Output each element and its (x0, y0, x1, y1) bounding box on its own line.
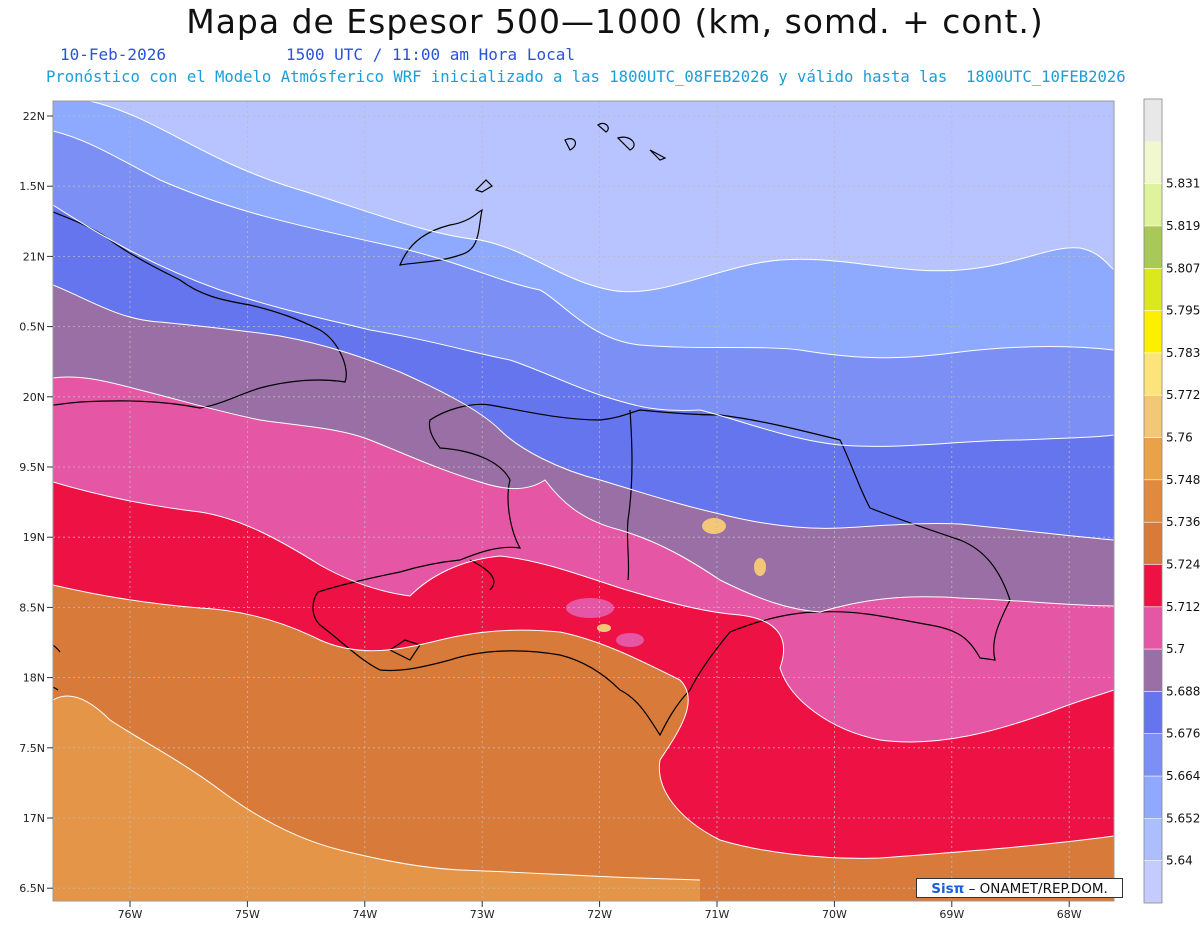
lat-tick-label: 9.5N (19, 461, 45, 474)
lat-tick-label: 22N (23, 110, 45, 123)
colorbar-swatch (1144, 268, 1162, 311)
latitude-axis: 22N 1.5N 21N 0.5N 20N 9.5N 19N 8.5N 18N 7.5N 17N 6.… (19, 110, 53, 895)
lat-tick-label: 8.5N (19, 601, 45, 614)
colorbar-swatch (1144, 564, 1162, 607)
colorbar-label: 5.712 (1166, 600, 1200, 614)
lat-tick-label: 19N (23, 531, 45, 544)
colorbar-label: 5.664 (1166, 769, 1200, 783)
thickness-band-5724 (53, 585, 1114, 901)
colorbar-swatch (1144, 606, 1162, 650)
colorbar-swatch (1144, 99, 1162, 142)
colorbar-swatch (1144, 818, 1162, 861)
lon-tick-label: 73W (470, 908, 495, 921)
colorbar-swatch (1144, 437, 1162, 480)
lon-tick-label: 75W (235, 908, 260, 921)
lat-tick-label: 17N (23, 812, 45, 825)
colorbar-swatch (1144, 141, 1162, 184)
longitude-axis: 76W 75W 74W 73W 72W 71W 70W 69W 68W (118, 901, 1082, 921)
colorbar-label: 5.76 (1166, 431, 1193, 445)
colorbar-label: 5.652 (1166, 811, 1200, 825)
colorbar-label: 5.783 (1166, 346, 1200, 360)
colorbar-label: 5.7 (1166, 642, 1185, 656)
colorbar-label: 5.819 (1166, 219, 1200, 233)
pink-spot (616, 633, 644, 647)
warm-spot (754, 558, 766, 576)
lon-tick-label: 72W (587, 908, 612, 921)
colorbar-swatch (1144, 183, 1162, 226)
lat-tick-label: 20N (23, 391, 45, 404)
lat-tick-label: 18N (23, 672, 45, 685)
map-plot-area (53, 101, 1114, 901)
map-title: Mapa de Espesor 500—1000 (km, somd. + co… (186, 2, 1044, 41)
credit-box: Sisπ – ONAMET/REP.DOM. (916, 878, 1123, 898)
colorbar-swatch (1144, 225, 1162, 269)
colorbar-swatch (1144, 733, 1162, 777)
lat-tick-label: 21N (23, 250, 45, 263)
date-label: 10-Feb-2026 (60, 45, 166, 64)
pink-spot (566, 598, 614, 618)
colorbar-label: 5.748 (1166, 473, 1200, 487)
colorbar-label: 5.736 (1166, 515, 1200, 529)
colorbar-label: 5.795 (1166, 304, 1200, 318)
lat-tick-label: 0.5N (19, 321, 45, 334)
lon-tick-label: 71W (705, 908, 730, 921)
lat-tick-label: 6.5N (19, 882, 45, 895)
lon-tick-label: 70W (822, 908, 847, 921)
colorbar-label: 5.64 (1166, 854, 1193, 868)
colorbar-label: 5.724 (1166, 557, 1200, 571)
colorbar-swatch (1144, 479, 1162, 523)
credit-text: – ONAMET/REP.DOM. (968, 881, 1108, 897)
colorbar-swatch (1144, 310, 1162, 353)
lon-tick-label: 74W (352, 908, 377, 921)
colorbar-label: 5.831 (1166, 177, 1200, 191)
credit-brand: Sisπ (931, 881, 965, 897)
lon-tick-label: 69W (939, 908, 964, 921)
map-grid (53, 101, 1114, 901)
colorbar-swatch (1144, 522, 1162, 565)
colorbar-label: 5.772 (1166, 388, 1200, 402)
forecast-label: Pronóstico con el Modelo Atmósferico WRF… (46, 68, 1126, 86)
coastlines (53, 122, 1011, 737)
colorbar-label: 5.676 (1166, 727, 1200, 741)
colorbar-swatch (1144, 352, 1162, 396)
colorbar: 5.64 5.652 5.664 5.676 5.688 5.7 5.712 5.724 5.7… (1143, 98, 1200, 904)
map-frame (52, 100, 1115, 902)
lat-tick-label: 7.5N (19, 742, 45, 755)
warm-spot (597, 624, 611, 632)
colorbar-swatch (1144, 691, 1162, 734)
colorbar-swatch (1144, 776, 1162, 819)
lat-tick-label: 1.5N (19, 180, 45, 193)
lon-tick-label: 76W (118, 908, 143, 921)
colorbar-swatch (1144, 395, 1162, 438)
colorbar-swatch (1144, 649, 1162, 692)
colorbar-label: 5.807 (1166, 261, 1200, 275)
warm-spot (702, 518, 726, 534)
thickness-band-5736 (53, 696, 700, 901)
colorbar-swatch (1144, 860, 1162, 903)
lon-tick-label: 68W (1057, 908, 1082, 921)
thickness-contours (53, 101, 1114, 881)
colorbar-label: 5.688 (1166, 684, 1200, 698)
time-label: 1500 UTC / 11:00 am Hora Local (286, 45, 575, 64)
